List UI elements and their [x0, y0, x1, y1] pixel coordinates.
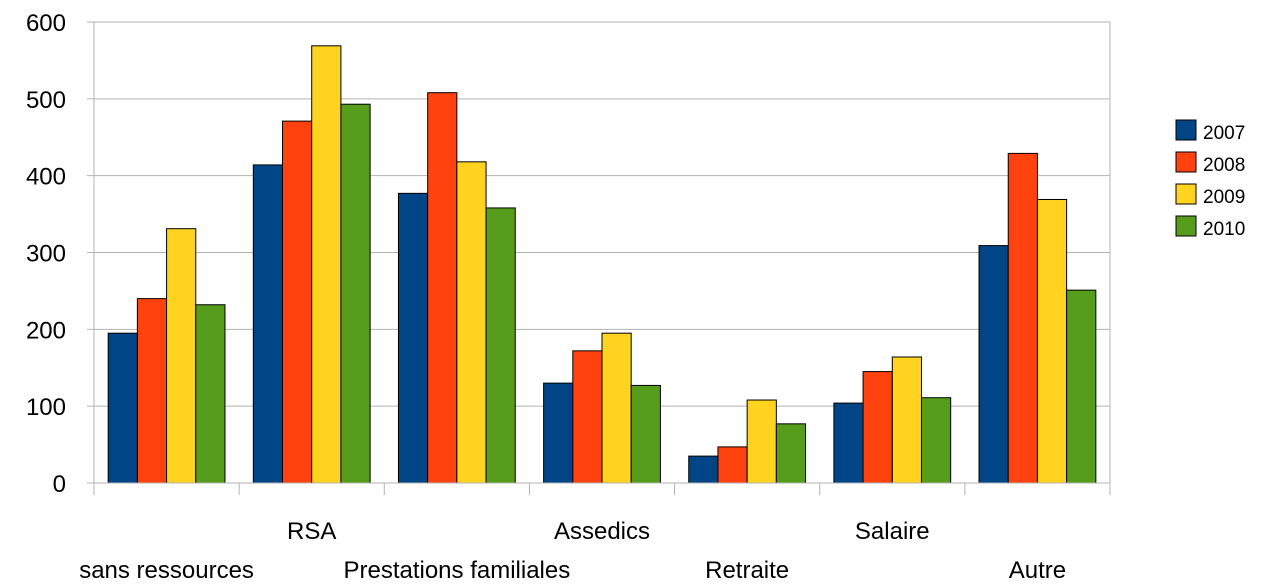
bar-2010-sans-ressources — [195, 304, 226, 484]
y-axis-ticks: 0 100 200 300 400 500 600 — [26, 10, 94, 498]
bar-2010-autre — [1066, 289, 1097, 484]
bar-2007-retraite — [688, 455, 719, 484]
bar-2009-retraite — [746, 399, 777, 484]
legend-swatch-2007 — [1175, 119, 1197, 141]
bars — [107, 45, 1097, 484]
bar-2007-rsa — [252, 164, 284, 484]
bar-2009-salaire — [891, 356, 922, 484]
legend-swatch-2010 — [1175, 215, 1197, 237]
bar-2010-assedics — [630, 384, 661, 484]
y-tick-label: 600 — [26, 10, 66, 37]
bar-2010-rsa — [340, 103, 371, 484]
y-tick-label: 100 — [26, 394, 66, 421]
bar-2009-autre — [1036, 198, 1068, 484]
bar-2010-retraite — [775, 423, 807, 484]
legend-label-2007: 2007 — [1203, 123, 1245, 144]
bar-2008-prestations-familiales — [427, 92, 458, 484]
legend: 2007 2008 2009 2010 — [1175, 119, 1245, 240]
bar-2009-prestations-familiales — [456, 161, 487, 484]
legend-swatch-2008 — [1175, 151, 1197, 173]
y-tick-label: 0 — [53, 471, 66, 498]
bar-2009-sans-ressources — [166, 228, 197, 484]
bar-2009-rsa — [311, 45, 342, 484]
y-tick-label: 500 — [26, 87, 66, 114]
plot-frame — [93, 21, 1111, 484]
x-tick-label: sans ressources — [79, 557, 254, 584]
x-tick-label: RSA — [287, 518, 336, 545]
x-tick-label: Retraite — [705, 557, 789, 584]
y-tick-label: 200 — [26, 317, 66, 344]
bar-2007-autre — [978, 245, 1009, 484]
x-tick-label: Autre — [1009, 557, 1066, 584]
bar-2010-prestations-familiales — [485, 207, 516, 484]
bar-2007-sans-ressources — [107, 332, 138, 484]
bar-2008-sans-ressources — [136, 298, 168, 484]
bar-2008-assedics — [572, 350, 603, 484]
bar-2008-retraite — [717, 446, 748, 484]
bar-2010-salaire — [920, 397, 952, 484]
legend-label-2009: 2009 — [1203, 187, 1245, 208]
x-tick-label: Salaire — [855, 518, 930, 545]
axes — [93, 21, 1111, 495]
bar-2007-assedics — [543, 382, 574, 484]
legend-label-2008: 2008 — [1203, 155, 1245, 176]
legend-label-2010: 2010 — [1203, 219, 1245, 240]
x-tick-label: Prestations familiales — [343, 557, 570, 584]
bar-2007-prestations-familiales — [397, 192, 429, 484]
y-tick-label: 400 — [26, 164, 66, 191]
x-tick-label: Assedics — [554, 518, 650, 545]
bar-2007-salaire — [833, 402, 864, 484]
bar-2008-autre — [1007, 152, 1038, 484]
bar-2008-rsa — [282, 120, 313, 484]
bar-2008-salaire — [862, 371, 893, 484]
bar-2009-assedics — [601, 332, 632, 484]
y-tick-label: 300 — [26, 241, 66, 268]
x-axis-labels: sans ressources RSA Prestations familiales… — [79, 518, 1066, 584]
legend-swatch-2009 — [1175, 183, 1197, 205]
